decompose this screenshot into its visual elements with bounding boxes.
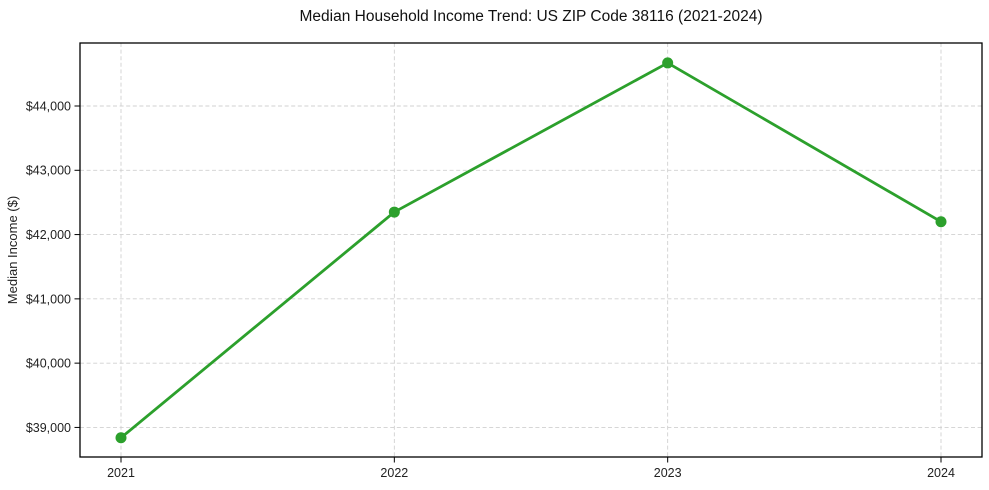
data-point-marker bbox=[935, 216, 947, 228]
y-tick-label: $42,000 bbox=[26, 228, 71, 242]
y-tick-label: $40,000 bbox=[26, 357, 71, 371]
data-point-marker bbox=[388, 206, 400, 218]
data-series-layer bbox=[115, 57, 947, 444]
axis-ticks-layer: $39,000 $40,000 $41,000 $42,000 $43,000 $44,0… bbox=[26, 99, 955, 480]
y-tick-label: $41,000 bbox=[26, 292, 71, 306]
data-point-marker bbox=[662, 57, 674, 69]
data-point-marker bbox=[115, 432, 127, 444]
x-tick-label: 2023 bbox=[654, 466, 682, 480]
gridlines-layer bbox=[80, 43, 982, 457]
x-tick-label: 2021 bbox=[107, 466, 135, 480]
plot-border bbox=[79, 42, 983, 458]
y-tick-label: $44,000 bbox=[26, 99, 71, 113]
trend-line bbox=[119, 61, 943, 440]
x-tick-label: 2022 bbox=[380, 466, 408, 480]
y-axis-label: Median Income ($) bbox=[5, 196, 20, 304]
chart-title: Median Household Income Trend: US ZIP Co… bbox=[300, 8, 763, 25]
x-tick-label: 2024 bbox=[927, 466, 955, 480]
y-tick-label: $39,000 bbox=[26, 421, 71, 435]
y-tick-label: $43,000 bbox=[26, 164, 71, 178]
